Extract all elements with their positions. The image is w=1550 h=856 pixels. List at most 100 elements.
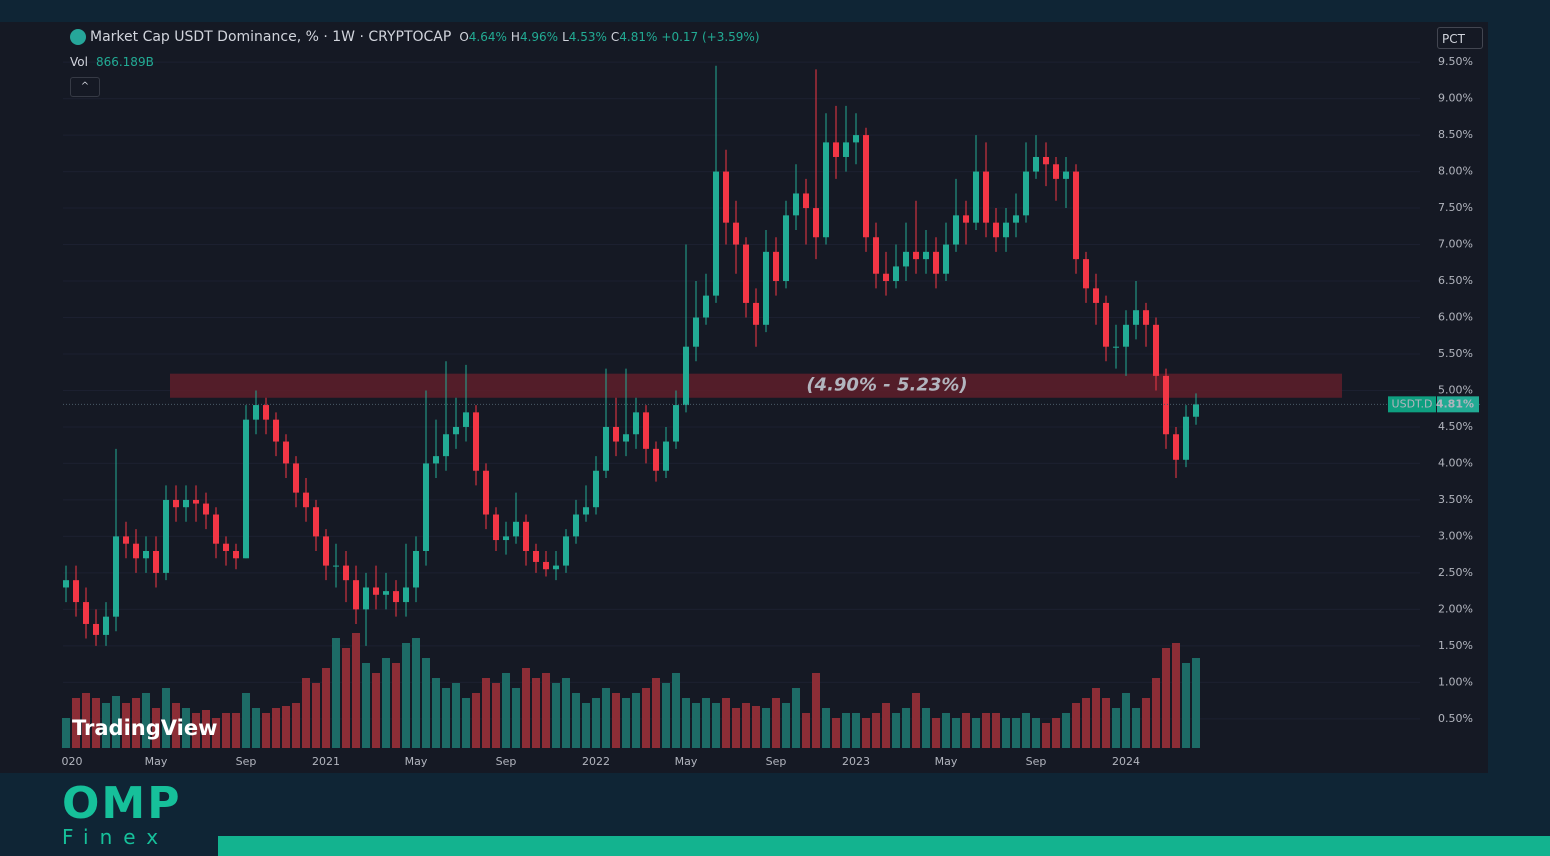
x-tick-label: Sep bbox=[766, 755, 787, 768]
volume-bar bbox=[562, 678, 570, 748]
volume-bar bbox=[192, 713, 200, 748]
candle-body bbox=[253, 405, 259, 420]
volume-bar bbox=[682, 698, 690, 748]
volume-bar bbox=[1072, 703, 1080, 748]
volume-bar bbox=[882, 703, 890, 748]
x-tick-label: 2021 bbox=[312, 755, 340, 768]
x-tick-label: Sep bbox=[1026, 755, 1047, 768]
volume-bar bbox=[482, 678, 490, 748]
candle-body bbox=[1193, 404, 1199, 417]
candle-body bbox=[123, 536, 129, 544]
volume-bar bbox=[892, 713, 900, 748]
candle-body bbox=[483, 470, 489, 515]
volume-bar bbox=[912, 693, 920, 748]
scale-mode[interactable]: PCT bbox=[1437, 27, 1483, 49]
candle-body bbox=[503, 536, 509, 541]
volume-bar bbox=[182, 708, 190, 748]
candle-body bbox=[143, 550, 149, 559]
volume-bar bbox=[762, 708, 770, 748]
collapse-button[interactable]: ^ bbox=[70, 77, 100, 97]
candle-body bbox=[653, 448, 659, 471]
volume-bar bbox=[212, 718, 220, 748]
candle-body bbox=[583, 507, 589, 515]
x-tick-label: May bbox=[405, 755, 428, 768]
candle-body bbox=[963, 215, 969, 223]
candle-body bbox=[913, 251, 919, 260]
volume-bar bbox=[552, 683, 560, 748]
volume-bar bbox=[772, 698, 780, 748]
candle-body bbox=[363, 587, 369, 610]
volume-bar bbox=[302, 678, 310, 748]
x-tick-label: May bbox=[675, 755, 698, 768]
candle-body bbox=[413, 550, 419, 588]
candle-body bbox=[733, 222, 739, 245]
candle-body bbox=[313, 507, 319, 537]
candle-body bbox=[353, 580, 359, 610]
volume-bar bbox=[692, 703, 700, 748]
symbol-label: USDT.D bbox=[1392, 397, 1433, 410]
candle-body bbox=[763, 251, 769, 325]
y-tick-label: 1.50% bbox=[1438, 639, 1473, 652]
volume-bar bbox=[352, 633, 360, 748]
candle-body bbox=[393, 591, 399, 603]
ohlc-value: 4.96% bbox=[519, 30, 559, 44]
volume-bar bbox=[602, 688, 610, 748]
volume-bar bbox=[1092, 688, 1100, 748]
volume-bar bbox=[962, 713, 970, 748]
volume-bar bbox=[1052, 718, 1060, 748]
volume-bar bbox=[792, 688, 800, 748]
y-tick-label: 2.00% bbox=[1438, 602, 1473, 615]
x-tick-label: May bbox=[145, 755, 168, 768]
y-tick-label: 3.50% bbox=[1438, 493, 1473, 506]
candle-body bbox=[843, 142, 849, 157]
volume-bar bbox=[142, 693, 150, 748]
volume-bar bbox=[532, 678, 540, 748]
candle-body bbox=[623, 434, 629, 442]
volume-bar bbox=[312, 683, 320, 748]
volume-bar bbox=[152, 708, 160, 748]
volume-bar bbox=[942, 713, 950, 748]
volume-bar bbox=[642, 688, 650, 748]
volume-bar bbox=[582, 703, 590, 748]
volume-bar bbox=[622, 698, 630, 748]
brand-logo: OMP Finex bbox=[62, 782, 181, 849]
volume-bar bbox=[1022, 713, 1030, 748]
volume-bar bbox=[422, 658, 430, 748]
candle-body bbox=[513, 521, 519, 537]
volume-bar bbox=[92, 698, 100, 748]
candle-body bbox=[1033, 156, 1039, 172]
candle-body bbox=[1153, 324, 1159, 376]
y-tick-label: 9.50% bbox=[1438, 55, 1473, 68]
candle-body bbox=[383, 591, 389, 595]
volume-bar bbox=[462, 698, 470, 748]
volume-bar bbox=[432, 678, 440, 748]
candle-body bbox=[453, 426, 459, 435]
watermark: TradingView bbox=[72, 716, 218, 740]
volume-bar bbox=[1012, 718, 1020, 748]
y-tick-label: 4.00% bbox=[1438, 456, 1473, 469]
candle-body bbox=[743, 244, 749, 303]
x-tick-label: 2024 bbox=[1112, 755, 1140, 768]
candle-body bbox=[1173, 434, 1179, 460]
x-tick-label: 2023 bbox=[842, 755, 870, 768]
volume-bar bbox=[672, 673, 680, 748]
candle-body bbox=[83, 602, 89, 624]
volume-bar bbox=[862, 718, 870, 748]
candle-body bbox=[93, 623, 99, 635]
x-tick-label: 2022 bbox=[582, 755, 610, 768]
candle-body bbox=[1003, 222, 1009, 238]
candle-body bbox=[173, 499, 179, 508]
candle-body bbox=[833, 142, 839, 157]
symbol-icon bbox=[70, 29, 86, 45]
volume-bar bbox=[572, 693, 580, 748]
volume-bar bbox=[132, 698, 140, 748]
brand-sub: Finex bbox=[62, 825, 170, 849]
volume-bar bbox=[542, 673, 550, 748]
candle-body bbox=[773, 251, 779, 282]
candle-body bbox=[993, 222, 999, 238]
candle-body bbox=[703, 295, 709, 318]
candle-body bbox=[943, 244, 949, 274]
volume-bar bbox=[1132, 708, 1140, 748]
candle-body bbox=[783, 215, 789, 282]
volume-bar bbox=[512, 688, 520, 748]
